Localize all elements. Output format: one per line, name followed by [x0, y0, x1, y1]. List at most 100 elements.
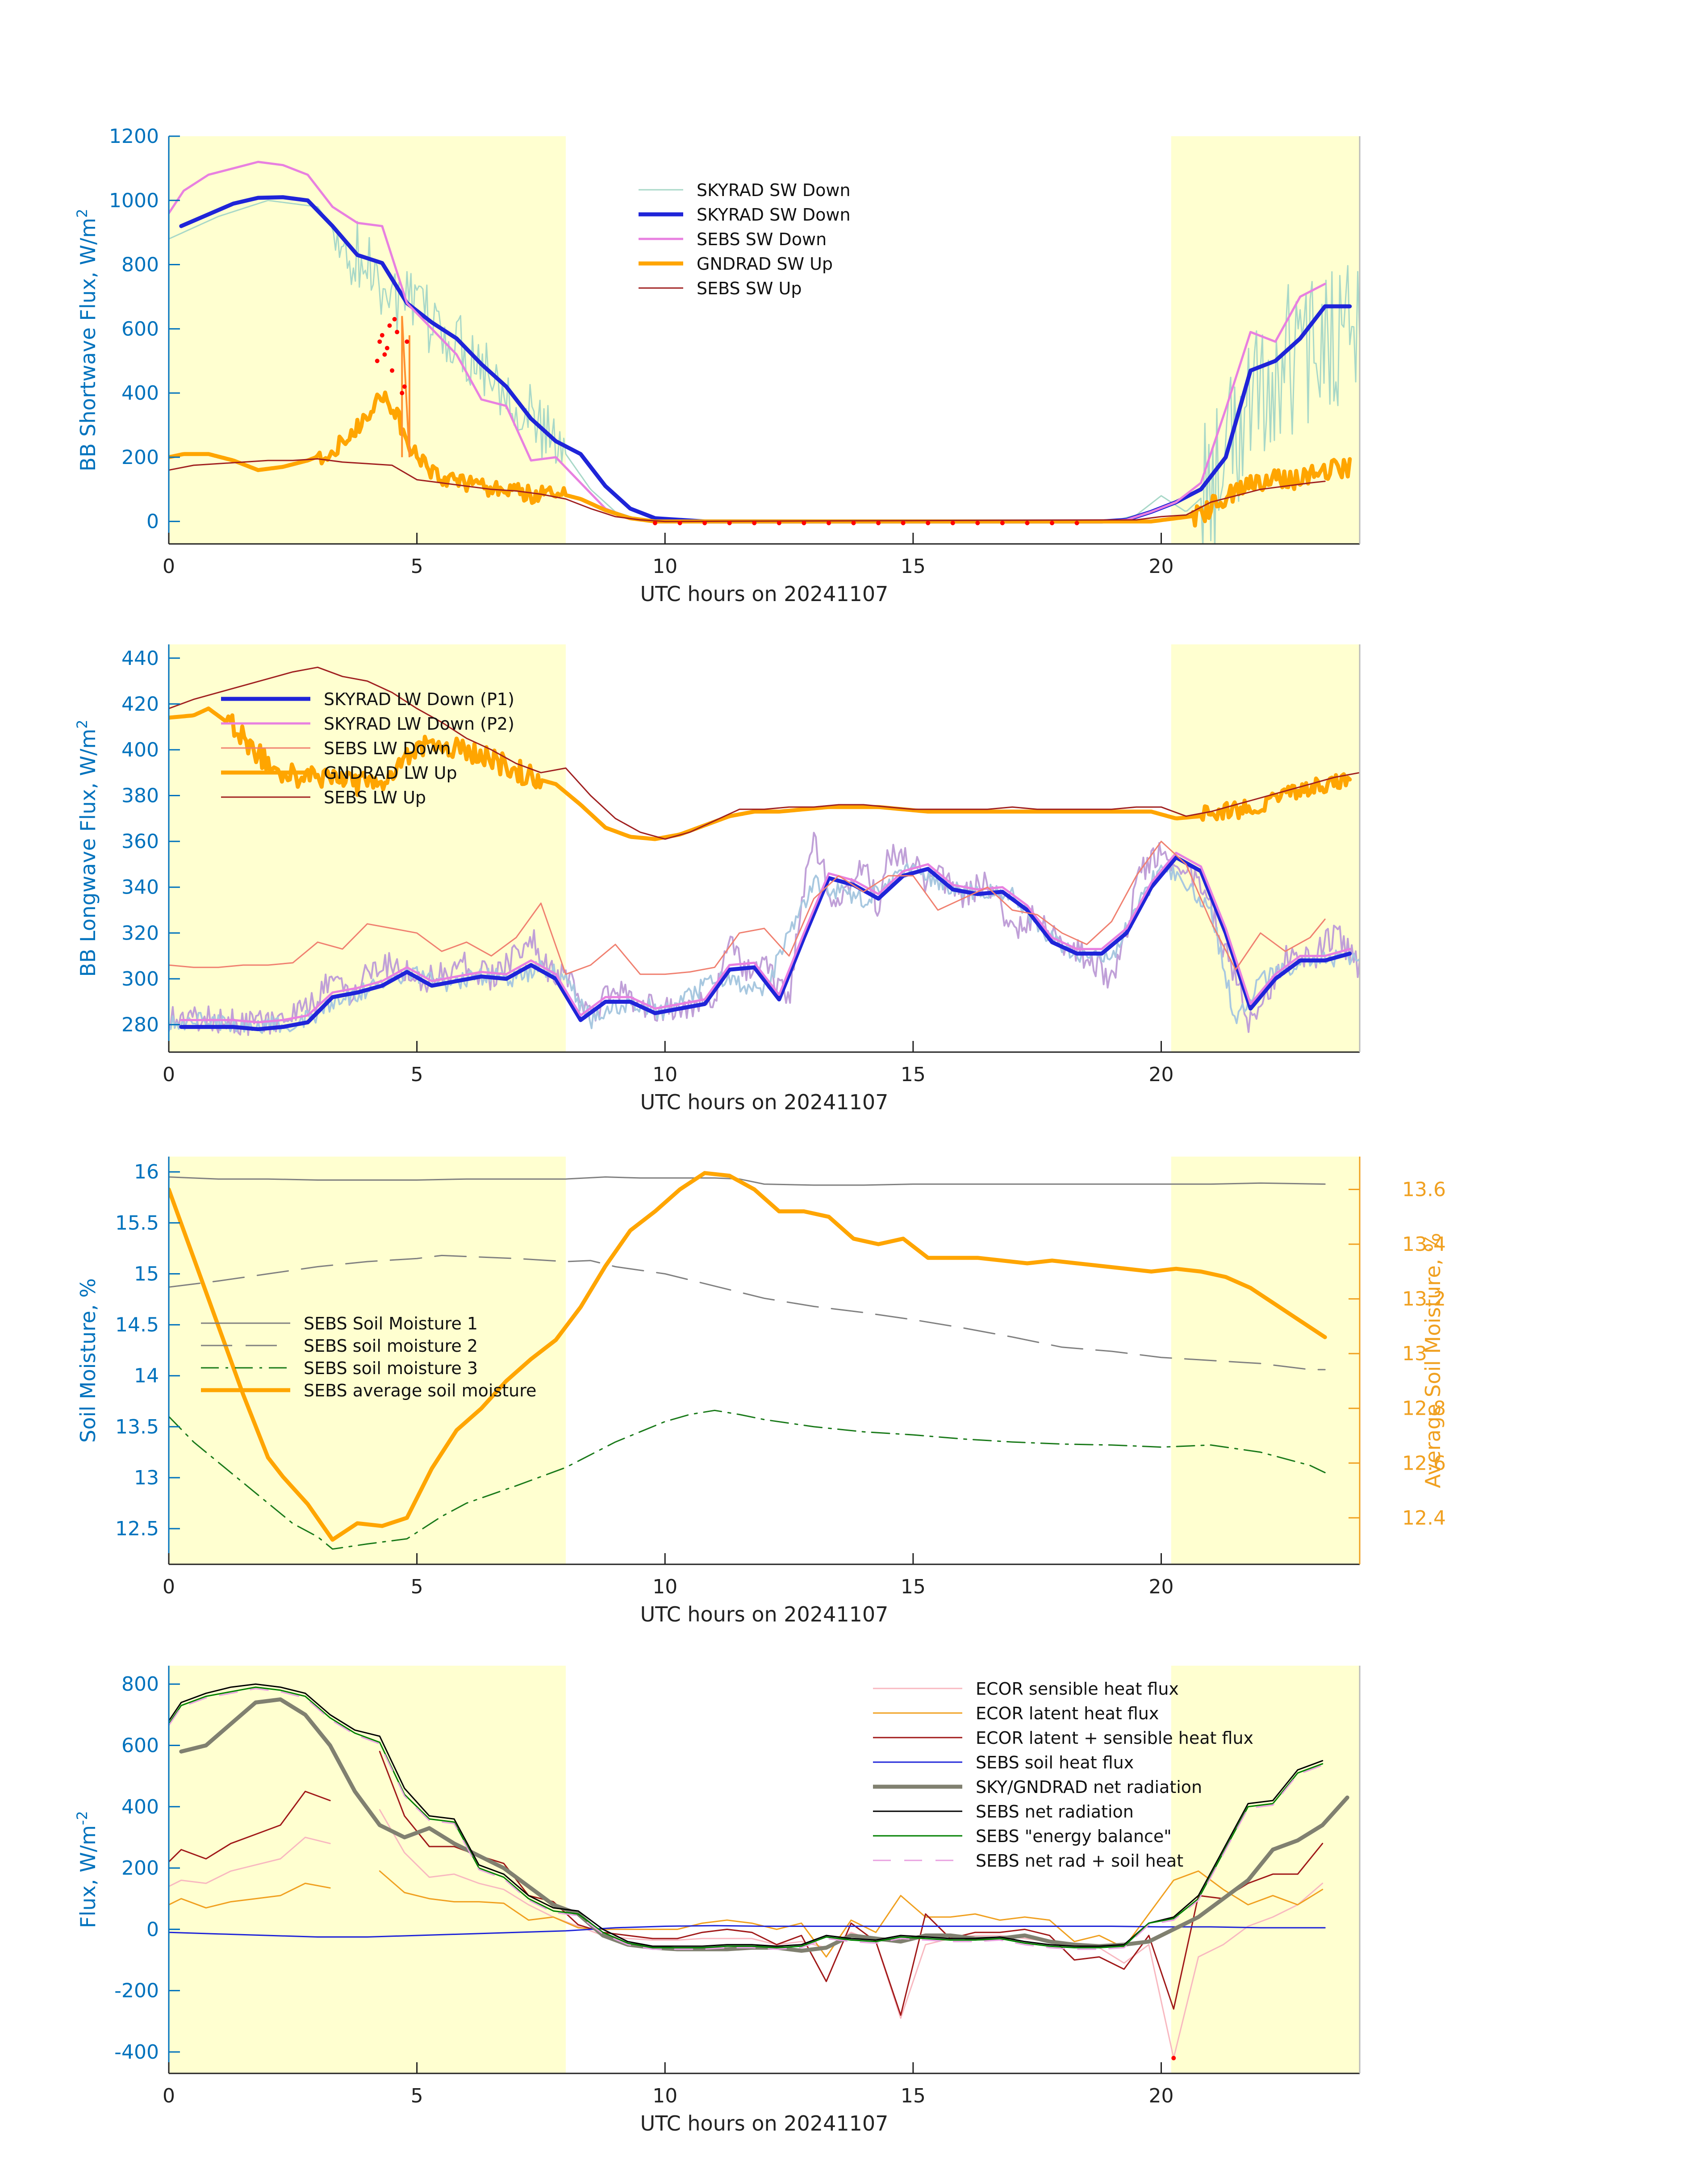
y-tick-label-right: 13.4: [1402, 1233, 1446, 1256]
flag-point: [876, 521, 881, 526]
x-tick-label: 15: [901, 1063, 926, 1086]
series-line-6: [169, 1683, 1324, 1947]
x-tick-label: 10: [652, 1575, 677, 1598]
legend-entry: ECOR sensible heat flux: [976, 1679, 1179, 1699]
legend-entry: SEBS LW Down: [324, 739, 451, 758]
y-axis-label-right: Average Soil Moisture, %: [1421, 1233, 1445, 1488]
legend: SKYRAD SW Down SKYRAD SW Down SEBS SW Down…: [639, 180, 851, 298]
flag-point: [752, 521, 757, 526]
y-tick-label: 13.5: [115, 1416, 159, 1438]
flag-point: [851, 521, 856, 526]
flag-point: [802, 521, 806, 526]
flag-point: [653, 521, 658, 526]
y-axis-label-text: Flux, W/m: [76, 1825, 100, 1928]
legend-entry: SKYRAD SW Down: [697, 180, 851, 200]
flag-point: [395, 330, 400, 334]
plot-area: [169, 666, 1360, 1036]
y-axis-label: BB Longwave Flux, W/m2: [74, 719, 100, 977]
legend: ECOR sensible heat flux ECOR latent heat …: [873, 1679, 1253, 1871]
legend-entry: ECOR latent + sensible heat flux: [976, 1728, 1253, 1748]
y-tick-label: 1200: [109, 125, 159, 148]
flag-point: [677, 521, 682, 526]
flag-point: [402, 384, 407, 389]
y-tick-label: 280: [121, 1013, 159, 1036]
flag-point: [727, 521, 732, 526]
flag-point: [1000, 521, 1005, 526]
series-line-5: [179, 1697, 1349, 1953]
flag-point: [702, 521, 707, 526]
legend-entry: SKYRAD LW Down (P1): [324, 689, 514, 709]
y-tick-label: 800: [121, 254, 159, 276]
series-line-3: [169, 1791, 331, 1863]
x-tick-label: 0: [163, 2085, 175, 2107]
flag-point: [392, 317, 397, 322]
x-axis-label: UTC hours on 20241107: [640, 2111, 889, 2135]
series-line-6: [169, 706, 1352, 841]
y-tick-label: -200: [114, 1980, 159, 2002]
y-axis-label-sup: 2: [74, 209, 91, 217]
y-tick-label: 300: [121, 968, 159, 990]
series-line-5: [169, 458, 1326, 522]
legend-entry: SEBS "energy balance": [976, 1826, 1172, 1846]
y-tick-label-right: 12.6: [1402, 1452, 1446, 1475]
y-tick-label: 400: [121, 1796, 159, 1818]
chart-panel-4: 0 5 10 15 20 -400 -200 0 200 400 600 800 UTC hours o…: [74, 1666, 1361, 2135]
legend-entry: SEBS average soil moisture: [304, 1381, 536, 1400]
flag-point: [384, 346, 389, 351]
x-tick-label: 10: [652, 1063, 677, 1086]
series-line-2: [169, 1254, 1326, 1371]
legend-entry: SKY/GNDRAD net radiation: [976, 1777, 1202, 1797]
legend-entry: SEBS Soil Moisture 1: [304, 1314, 478, 1333]
series-line-7: [169, 1686, 1324, 1948]
y-axis-label-sup: -2: [74, 1811, 91, 1825]
series-line-4: [169, 1925, 1326, 1938]
flag-point: [777, 521, 781, 526]
y-tick-label: 340: [121, 876, 159, 899]
series-line-7: [169, 666, 1360, 840]
flag-point: [926, 521, 931, 526]
x-axis-label: UTC hours on 20241107: [640, 1602, 889, 1626]
flag-point: [1074, 521, 1079, 526]
chart-panel-2: 0 5 10 15 20 280 300 320 340 360 380 400 420 440 UTC h…: [74, 644, 1361, 1114]
series-line-4: [180, 852, 1351, 1024]
flag-point: [377, 339, 382, 344]
flag-point: [901, 521, 906, 526]
legend-entry: SKYRAD SW Down: [697, 205, 851, 225]
flag-point: [1050, 521, 1055, 526]
plot-area: [169, 1171, 1327, 1550]
y-tick-label: 600: [121, 1734, 159, 1757]
series-line-1: [379, 1809, 1324, 2059]
legend-entry: SEBS LW Up: [324, 788, 426, 807]
flag-point: [400, 391, 405, 396]
x-axis-label: UTC hours on 20241107: [640, 582, 889, 606]
daylight-band: [169, 1157, 566, 1564]
legend-entry: SEBS net radiation: [976, 1802, 1134, 1822]
legend-entry: GNDRAD SW Up: [697, 254, 833, 274]
series-line-2: [179, 195, 1352, 524]
flag-point: [1171, 2056, 1176, 2060]
y-tick-label-right: 13.2: [1402, 1288, 1446, 1311]
plot-area: [169, 1683, 1349, 2060]
chart-panel-3: 0 5 10 15 20 12.5 13 13.5 14 14.5 15 15.5 16 12.4 12.6…: [76, 1157, 1446, 1626]
y-tick-label: 12.5: [115, 1517, 159, 1540]
legend-entry: SEBS soil moisture 2: [304, 1336, 478, 1356]
y-axis-label-text: BB Shortwave Flux, W/m: [76, 218, 100, 472]
flag-point: [950, 521, 955, 526]
series-line-2: [169, 862, 1360, 1034]
series-line-3: [179, 855, 1352, 1032]
x-tick-label: 5: [411, 2085, 423, 2107]
x-tick-label: 0: [163, 1575, 175, 1598]
y-tick-label: 0: [146, 510, 159, 533]
y-tick-label: 440: [121, 647, 159, 670]
y-tick-label: 380: [121, 785, 159, 807]
x-tick-label: 15: [901, 2085, 926, 2107]
legend-entry: ECOR latent heat flux: [976, 1704, 1159, 1723]
y-tick-label: 320: [121, 922, 159, 944]
legend-entry: SEBS soil heat flux: [976, 1753, 1134, 1772]
y-tick-label: 420: [121, 693, 159, 715]
legend-entry: SEBS SW Up: [697, 279, 802, 298]
daylight-band: [1171, 1157, 1360, 1564]
x-tick-label: 5: [411, 1575, 423, 1598]
y-tick-label: 13: [134, 1467, 159, 1489]
